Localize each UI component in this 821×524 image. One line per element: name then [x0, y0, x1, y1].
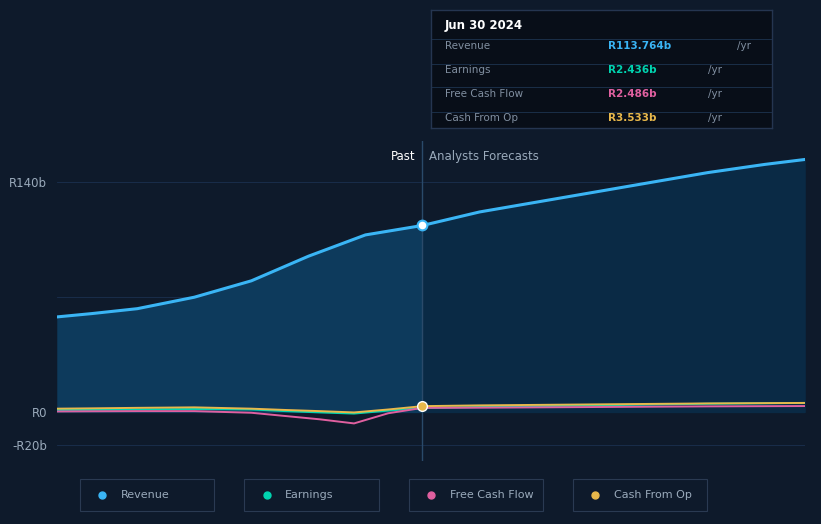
Text: Revenue: Revenue	[121, 490, 170, 500]
Text: Cash From Op: Cash From Op	[445, 113, 518, 123]
Text: /yr: /yr	[709, 66, 722, 75]
Text: R2.486b: R2.486b	[608, 89, 660, 99]
Text: Earnings: Earnings	[286, 490, 334, 500]
Text: Cash From Op: Cash From Op	[614, 490, 692, 500]
Text: Jun 30 2024: Jun 30 2024	[445, 19, 523, 32]
Text: Free Cash Flow: Free Cash Flow	[445, 89, 523, 99]
Text: Free Cash Flow: Free Cash Flow	[450, 490, 534, 500]
Text: R3.533b: R3.533b	[608, 113, 660, 123]
Text: Earnings: Earnings	[445, 66, 490, 75]
Text: R2.436b: R2.436b	[608, 66, 660, 75]
Text: Past: Past	[391, 150, 415, 162]
Text: R113.764b: R113.764b	[608, 40, 675, 50]
Text: /yr: /yr	[709, 89, 722, 99]
FancyBboxPatch shape	[573, 479, 708, 511]
Text: Revenue: Revenue	[445, 40, 490, 50]
Text: /yr: /yr	[737, 40, 751, 50]
Text: Analysts Forecasts: Analysts Forecasts	[429, 150, 539, 162]
FancyBboxPatch shape	[245, 479, 378, 511]
FancyBboxPatch shape	[80, 479, 214, 511]
Text: /yr: /yr	[709, 113, 722, 123]
FancyBboxPatch shape	[409, 479, 544, 511]
